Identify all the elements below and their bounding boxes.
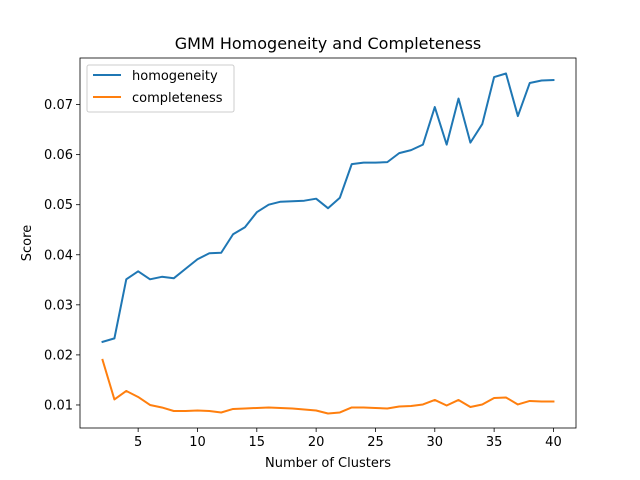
legend: homogeneity completeness bbox=[86, 64, 235, 113]
y-tick-label: 0.07 bbox=[44, 98, 73, 113]
legend-box bbox=[86, 64, 235, 113]
x-tick-label: 10 bbox=[189, 435, 206, 450]
x-axis-ticks: 5 10 15 20 25 30 35 40 bbox=[134, 428, 562, 450]
axes-frame bbox=[79, 57, 577, 429]
plot-area bbox=[80, 58, 576, 428]
series-layer bbox=[101, 72, 555, 415]
x-tick-label: 25 bbox=[367, 435, 384, 450]
x-axis-label: Number of Clusters bbox=[265, 456, 391, 471]
y-tick-label: 0.02 bbox=[44, 348, 73, 363]
y-tick-label: 0.06 bbox=[44, 148, 73, 163]
legend-completeness-label: completeness bbox=[132, 91, 223, 106]
x-tick-label: 20 bbox=[308, 435, 325, 450]
x-tick-label: 15 bbox=[249, 435, 266, 450]
legend-homogeneity-label: homogeneity bbox=[132, 69, 218, 84]
y-tick-label: 0.05 bbox=[44, 198, 73, 213]
x-tick-label: 30 bbox=[427, 435, 444, 450]
homogeneity-line bbox=[101, 72, 555, 344]
y-axis-label: Score bbox=[20, 225, 35, 261]
chart-title: GMM Homogeneity and Completeness bbox=[175, 34, 482, 53]
y-tick-label: 0.04 bbox=[44, 248, 73, 263]
x-tick-label: 35 bbox=[486, 435, 503, 450]
y-tick-label: 0.03 bbox=[44, 298, 73, 313]
x-tick-label: 5 bbox=[134, 435, 142, 450]
y-tick-label: 0.01 bbox=[44, 398, 73, 413]
y-axis-ticks: 0.01 0.02 0.03 0.04 0.05 0.06 0.07 bbox=[44, 98, 80, 413]
x-tick-label: 40 bbox=[545, 435, 562, 450]
completeness-line bbox=[101, 358, 555, 415]
